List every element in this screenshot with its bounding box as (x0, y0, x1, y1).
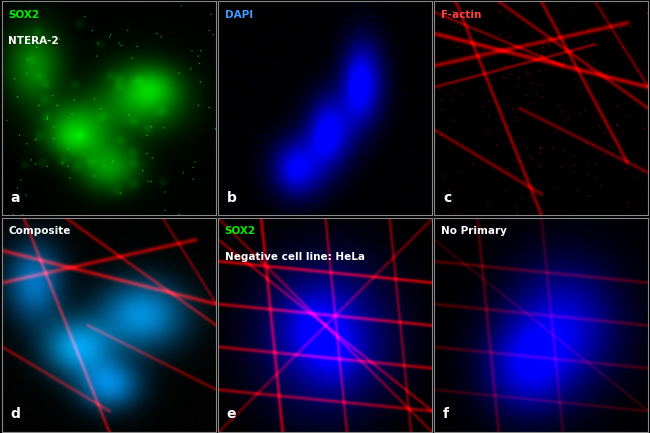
Text: No Primary: No Primary (441, 226, 507, 236)
Text: DAPI: DAPI (225, 10, 253, 20)
Text: d: d (10, 407, 20, 421)
Text: F-actin: F-actin (441, 10, 481, 20)
Text: SOX2: SOX2 (225, 226, 255, 236)
Text: a: a (10, 191, 20, 204)
Text: b: b (227, 191, 237, 204)
Text: SOX2: SOX2 (8, 10, 40, 20)
Text: c: c (443, 191, 451, 204)
Text: Composite: Composite (8, 226, 71, 236)
Text: f: f (443, 407, 449, 421)
Text: NTERA-2: NTERA-2 (8, 36, 59, 45)
Text: e: e (227, 407, 236, 421)
Text: Negative cell line: HeLa: Negative cell line: HeLa (225, 252, 365, 262)
